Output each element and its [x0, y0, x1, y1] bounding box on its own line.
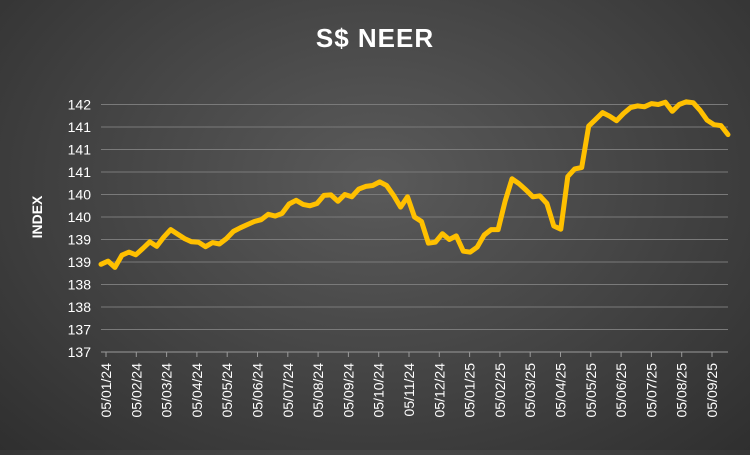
y-tick-label: 138 [68, 299, 92, 315]
x-axis-ticks: 05/01/24 05/02/24 05/03/24 05/04/24 05/05/24… [98, 352, 720, 418]
x-tick-label: 05/05/25 [583, 363, 599, 418]
x-tick-label: 05/03/25 [522, 363, 538, 418]
y-tick-label: 142 [68, 97, 92, 113]
chart-title: S$ NEER [316, 23, 434, 53]
x-tick-label: 05/02/24 [128, 363, 144, 418]
x-tick-label: 05/01/24 [98, 363, 114, 418]
x-tick-label: 05/06/25 [613, 363, 629, 418]
x-tick-label: 05/04/25 [553, 363, 569, 418]
series-layer [98, 99, 731, 270]
series-line [98, 99, 731, 270]
x-tick-label: 05/06/24 [250, 363, 266, 418]
y-tick-label: 141 [68, 142, 92, 158]
x-tick-label: 05/07/24 [280, 363, 296, 418]
y-tick-label: 140 [68, 209, 92, 225]
x-tick-label: 05/08/24 [310, 363, 326, 418]
y-tick-label: 137 [68, 322, 92, 338]
x-tick-label: 05/01/25 [462, 363, 478, 418]
x-tick-label: 05/03/24 [159, 363, 175, 418]
y-tick-label: 139 [68, 232, 92, 248]
y-tick-label: 137 [68, 344, 92, 360]
y-tick-label: 139 [68, 254, 92, 270]
x-tick-label: 05/04/24 [189, 363, 205, 418]
y-tick-label: 140 [68, 187, 92, 203]
y-tick-label: 138 [68, 277, 92, 293]
y-axis-title: INDEX [29, 195, 45, 238]
x-tick-label: 05/11/24 [401, 363, 417, 417]
x-tick-label: 05/02/25 [492, 363, 508, 418]
x-tick-label: 05/10/24 [371, 363, 387, 418]
x-tick-label: 05/07/25 [643, 363, 659, 418]
y-tick-label: 141 [68, 119, 92, 135]
x-tick-label: 05/05/24 [219, 363, 235, 418]
x-tick-label: 05/08/25 [674, 363, 690, 418]
x-tick-label: 05/09/24 [340, 363, 356, 418]
x-tick-label: 05/12/24 [431, 363, 447, 418]
y-tick-label: 141 [68, 164, 92, 180]
y-axis-ticks: 137 137 138 138 139 139 140 140 141 141 141 142 [68, 97, 92, 361]
x-tick-label: 05/09/25 [704, 363, 720, 418]
